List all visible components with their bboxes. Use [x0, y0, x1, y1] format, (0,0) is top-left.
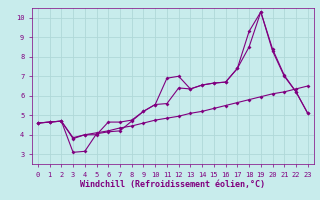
X-axis label: Windchill (Refroidissement éolien,°C): Windchill (Refroidissement éolien,°C) [80, 180, 265, 189]
